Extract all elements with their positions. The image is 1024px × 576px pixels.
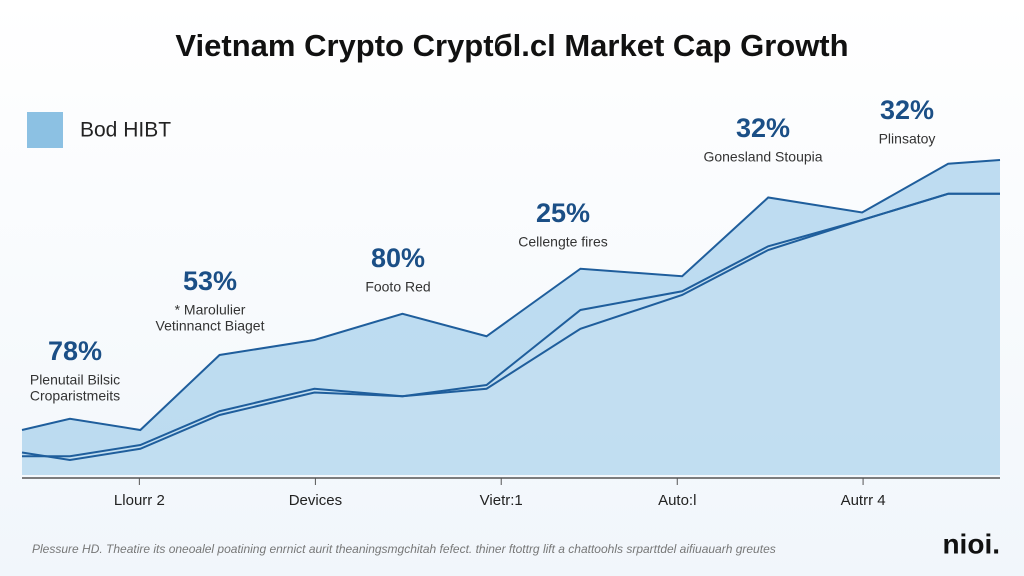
annotation-text: Footo Red xyxy=(365,279,430,295)
annotation-text: Vetinnanct Biaget xyxy=(156,318,265,334)
annotation-text: Cellengte fires xyxy=(518,234,608,250)
line xyxy=(21,192,1000,462)
annotation-value: 25% xyxy=(536,198,590,228)
logo: nioi. xyxy=(942,528,1000,559)
x-tick-label: Vietr:1 xyxy=(480,492,523,509)
annotation-text: Plinsatoy xyxy=(879,131,936,147)
footnote: Plessure HD. Theatire its oneoalel poati… xyxy=(32,542,776,556)
annotation-text: * Marolulier xyxy=(175,302,246,318)
annotation-text: Gonesland Stoupia xyxy=(703,149,822,165)
legend-swatch xyxy=(27,112,63,148)
annotation-text: Croparistmeits xyxy=(30,388,120,404)
x-tick-label: Autrr 4 xyxy=(841,492,886,509)
chart-title: Vietnam Crypto Cryptбl.cl Market Cap Gro… xyxy=(175,28,848,63)
annotation-value: 32% xyxy=(880,95,934,125)
x-tick-label: Auto:l xyxy=(658,492,696,509)
x-tick-label: Devices xyxy=(289,492,342,509)
annotation-text: Plenutail Bilsic xyxy=(30,372,120,388)
line xyxy=(21,159,1001,432)
annotation-value: 32% xyxy=(736,113,790,143)
annotation-value: 80% xyxy=(371,243,425,273)
annotation-value: 78% xyxy=(48,336,102,366)
x-tick-label: Llourr 2 xyxy=(114,492,165,509)
annotation-value: 53% xyxy=(183,266,237,296)
legend-label: Bod HIBT xyxy=(80,119,171,142)
